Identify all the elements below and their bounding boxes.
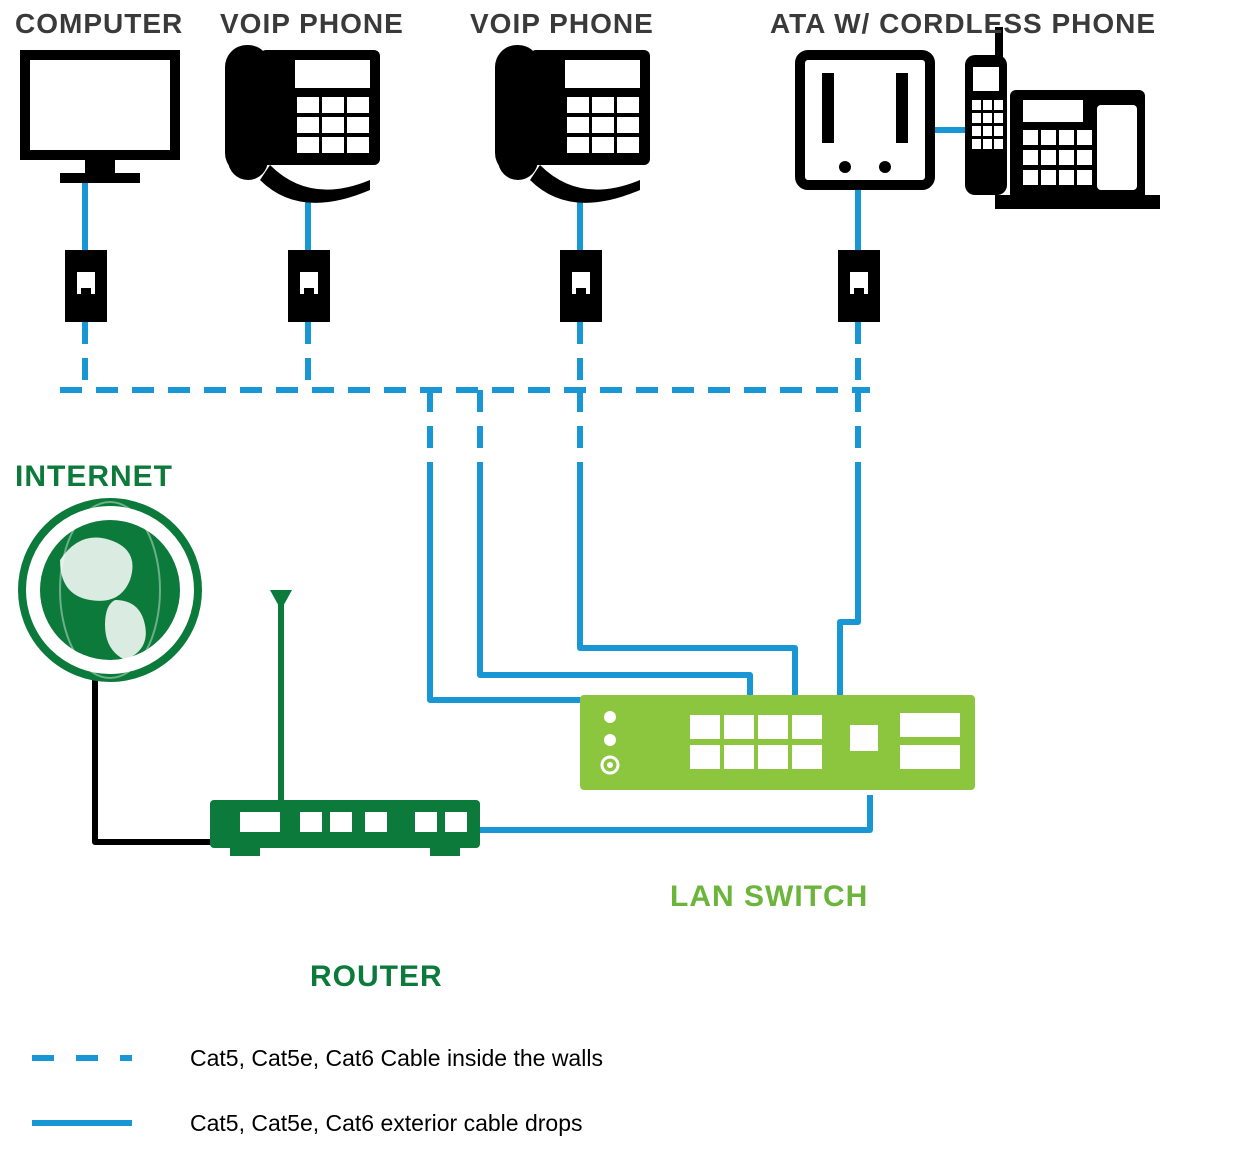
legend-solid-swatch xyxy=(32,1120,132,1126)
label-computer: COMPUTER xyxy=(15,8,183,40)
label-router: ROUTER xyxy=(310,960,443,994)
diagram-svg xyxy=(0,0,1250,1163)
label-voip1: VOIP PHONE xyxy=(220,8,404,40)
voip-phone-icon xyxy=(225,45,380,203)
ata-icon xyxy=(800,55,930,185)
label-voip2: VOIP PHONE xyxy=(470,8,654,40)
wall-jack xyxy=(838,250,880,322)
wall-jack xyxy=(288,250,330,322)
label-ata: ATA W/ CORDLESS PHONE xyxy=(770,8,1156,40)
legend-dashed-text: Cat5, Cat5e, Cat6 Cable inside the walls xyxy=(190,1045,603,1072)
router-icon xyxy=(210,590,480,856)
legend-solid-text: Cat5, Cat5e, Cat6 exterior cable drops xyxy=(190,1110,582,1137)
voip-phone-icon xyxy=(495,45,650,203)
legend-dashed-swatch xyxy=(32,1055,132,1061)
globe-icon xyxy=(22,502,198,678)
cordless-phone-icon xyxy=(965,27,1160,209)
lan-switch-icon xyxy=(580,695,975,790)
wall-jack xyxy=(65,250,107,322)
wall-jack xyxy=(560,250,602,322)
network-diagram: { "type":"network-diagram", "canvas":{"w… xyxy=(0,0,1250,1163)
label-internet: INTERNET xyxy=(15,460,173,494)
computer-icon xyxy=(25,55,175,183)
label-switch: LAN SWITCH xyxy=(670,880,868,914)
